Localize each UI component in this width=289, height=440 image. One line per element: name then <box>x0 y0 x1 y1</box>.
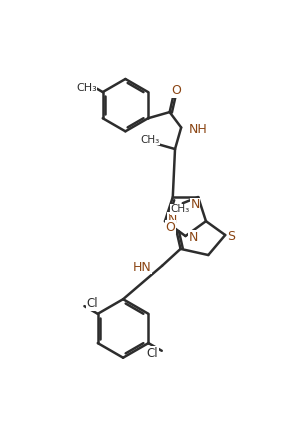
Text: CH₃: CH₃ <box>140 135 159 145</box>
Text: NH: NH <box>189 122 208 136</box>
Text: N: N <box>188 231 198 244</box>
Text: HN: HN <box>133 261 151 274</box>
Text: Cl: Cl <box>86 297 98 310</box>
Text: S: S <box>227 230 235 243</box>
Text: O: O <box>166 221 175 234</box>
Text: CH₃: CH₃ <box>76 83 97 93</box>
Text: O: O <box>172 84 181 97</box>
Text: N: N <box>190 198 200 211</box>
Text: CH₃: CH₃ <box>170 204 189 214</box>
Text: N: N <box>168 213 177 226</box>
Text: Cl: Cl <box>147 347 158 359</box>
